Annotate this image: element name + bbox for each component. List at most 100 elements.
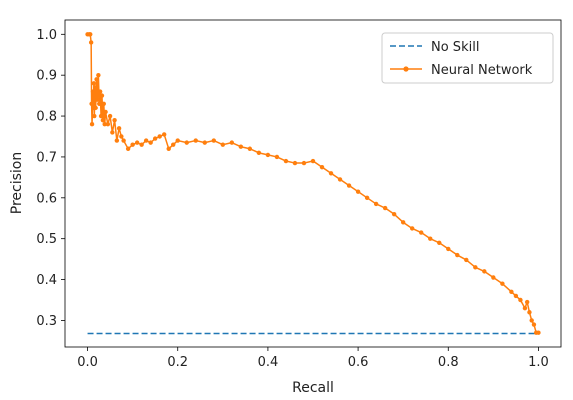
x-tick-label: 0.6 xyxy=(348,355,369,370)
series-point-neural-network xyxy=(364,195,370,201)
series-point-neural-network xyxy=(148,140,153,145)
series-point-neural-network xyxy=(157,134,162,139)
series-point-neural-network xyxy=(256,150,262,156)
series-point-neural-network xyxy=(473,265,478,270)
series-point-neural-network xyxy=(536,330,541,335)
series-point-neural-network xyxy=(283,158,289,164)
series-point-neural-network xyxy=(274,154,280,160)
series-point-neural-network xyxy=(193,138,198,143)
legend-no-skill-label: No Skill xyxy=(431,40,479,55)
legend-box xyxy=(381,32,554,84)
series-point-neural-network xyxy=(91,81,97,86)
series-point-neural-network xyxy=(139,142,144,147)
series-point-neural-network xyxy=(101,101,106,106)
series-point-neural-network xyxy=(518,297,523,303)
series-point-neural-network xyxy=(527,310,532,315)
series-point-neural-network xyxy=(500,281,505,286)
series-point-neural-network xyxy=(301,160,307,166)
series-point-neural-network xyxy=(513,293,519,299)
series-point-neural-network xyxy=(95,97,100,102)
y-axis-label: Precision xyxy=(9,152,25,214)
series-point-neural-network xyxy=(116,126,122,131)
series-point-neural-network xyxy=(437,240,442,245)
series-point-neural-network xyxy=(98,113,104,119)
series-point-neural-network xyxy=(94,77,99,82)
series-point-neural-network xyxy=(247,146,253,151)
y-axis-ticks: 0.3 0.4 0.5 0.6 0.7 0.8 0.9 1.0 xyxy=(36,28,65,329)
series-point-neural-network xyxy=(125,146,131,151)
series-point-neural-network xyxy=(491,275,496,280)
series-point-neural-network xyxy=(121,138,126,143)
series-point-neural-network xyxy=(509,289,514,295)
y-tick-label: 0.9 xyxy=(36,69,57,84)
series-point-neural-network xyxy=(97,89,103,94)
series-point-neural-network xyxy=(446,246,451,252)
series-point-neural-network xyxy=(419,230,424,235)
series-point-neural-network xyxy=(112,117,117,123)
x-tick-label: 1.0 xyxy=(528,355,549,370)
series-point-neural-network xyxy=(238,144,244,149)
series-point-neural-network xyxy=(522,305,528,311)
series-point-neural-network xyxy=(373,201,379,207)
series-point-neural-network xyxy=(93,85,98,90)
series-point-neural-network xyxy=(328,171,334,176)
series-point-neural-network xyxy=(355,189,361,194)
series-point-neural-network xyxy=(152,136,158,141)
legend: No Skill Neural Network xyxy=(381,32,554,84)
series-point-neural-network xyxy=(89,122,95,127)
series-point-neural-network xyxy=(143,138,149,143)
series-point-neural-network xyxy=(90,89,96,94)
series-point-neural-network xyxy=(319,164,325,170)
series-point-neural-network xyxy=(202,140,207,145)
x-tick-label: 0.8 xyxy=(438,355,459,370)
series-point-neural-network xyxy=(464,257,469,263)
series-point-neural-network xyxy=(134,140,140,145)
series-point-neural-network xyxy=(482,269,487,274)
series-point-neural-network xyxy=(529,318,534,323)
y-tick-label: 0.5 xyxy=(36,232,57,247)
series-point-neural-network xyxy=(175,138,180,143)
y-tick-label: 0.7 xyxy=(36,150,57,165)
series-point-neural-network xyxy=(400,220,406,225)
y-tick-label: 0.3 xyxy=(36,314,57,329)
x-tick-label: 0.2 xyxy=(167,355,188,370)
series-point-neural-network xyxy=(171,142,176,147)
x-tick-label: 0.0 xyxy=(77,355,98,370)
series-point-neural-network xyxy=(96,72,101,78)
x-axis-label: Recall xyxy=(292,380,334,396)
series-point-neural-network xyxy=(346,183,352,188)
x-axis-ticks: 0.0 0.2 0.4 0.6 0.8 1.0 xyxy=(77,347,549,370)
series-point-neural-network xyxy=(166,146,171,151)
y-tick-label: 0.8 xyxy=(36,110,57,125)
y-tick-label: 1.0 xyxy=(36,28,57,43)
series-point-neural-network xyxy=(100,117,106,123)
series-point-neural-network xyxy=(103,109,108,115)
series-point-neural-network xyxy=(531,322,537,327)
series-point-neural-network xyxy=(292,160,298,166)
y-tick-label: 0.4 xyxy=(36,273,57,288)
series-point-neural-network xyxy=(114,138,120,143)
legend-neural-network-marker xyxy=(403,66,409,72)
series-point-neural-network xyxy=(184,140,189,145)
series-point-neural-network xyxy=(92,113,97,119)
series-point-neural-network xyxy=(119,134,124,139)
series-point-neural-network xyxy=(229,140,235,145)
x-tick-label: 0.4 xyxy=(258,355,279,370)
series-point-neural-network xyxy=(88,32,93,37)
series-point-neural-network xyxy=(211,138,216,143)
series-point-neural-network xyxy=(102,122,107,127)
series-point-neural-network xyxy=(110,130,115,135)
series-point-neural-network xyxy=(410,226,415,231)
series-point-neural-network xyxy=(455,252,460,258)
series-point-neural-network xyxy=(428,236,433,241)
legend-neural-network-label: Neural Network xyxy=(431,63,533,78)
series-point-neural-network xyxy=(524,299,530,305)
series-point-neural-network xyxy=(310,158,316,164)
series-point-neural-network xyxy=(89,101,94,106)
series-point-neural-network xyxy=(337,177,343,182)
series-point-neural-network xyxy=(107,113,113,119)
series-layer xyxy=(85,32,541,335)
series-point-neural-network xyxy=(105,122,111,127)
series-point-neural-network xyxy=(130,142,135,147)
